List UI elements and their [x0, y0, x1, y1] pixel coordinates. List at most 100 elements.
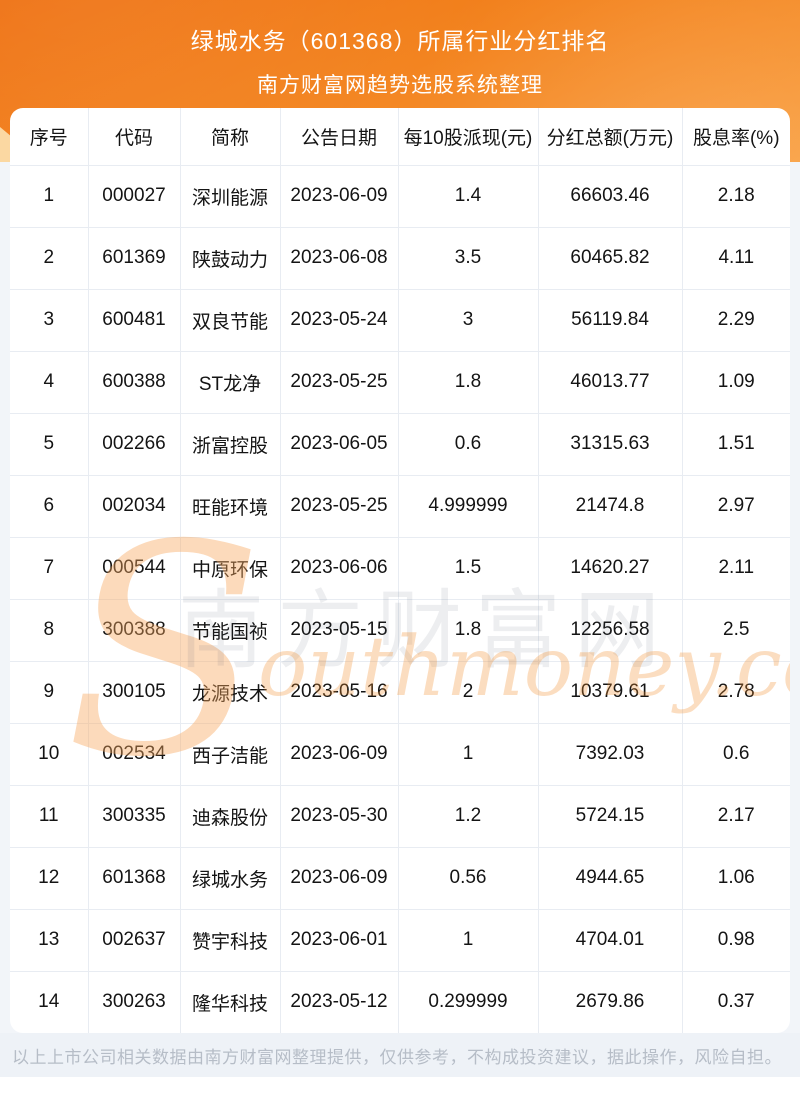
cell-cash-per-10-shares: 4.999999 — [398, 474, 539, 537]
cell-total-dividend: 5724.15 — [538, 784, 683, 847]
cell-name: 西子洁能 — [180, 722, 281, 785]
cell-dividend-yield: 2.78 — [682, 660, 790, 723]
table-row: 12 601368 绿城水务 2023-06-09 0.56 4944.65 1.06 — [10, 846, 790, 909]
cell-index: 9 — [10, 660, 89, 723]
cell-announce-date: 2023-06-09 — [280, 846, 399, 909]
cell-total-dividend: 2679.86 — [538, 970, 683, 1033]
table-row: 8 300388 节能国祯 2023-05-15 1.8 12256.58 2.5 — [10, 598, 790, 661]
cell-code: 000027 — [88, 164, 181, 227]
cell-cash-per-10-shares: 1.4 — [398, 164, 539, 227]
header-row: 序号 代码 简称 公告日期 每10股派现(元) 分红总额(万元) 股息率(%) — [10, 108, 790, 165]
table-header-row: 序号 代码 简称 公告日期 每10股派现(元) 分红总额(万元) 股息率(%) — [10, 108, 790, 165]
cell-total-dividend: 56119.84 — [538, 288, 683, 351]
cell-index: 3 — [10, 288, 89, 351]
table-row: 11 300335 迪森股份 2023-05-30 1.2 5724.15 2.17 — [10, 784, 790, 847]
cell-name: 绿城水务 — [180, 846, 281, 909]
cell-index: 8 — [10, 598, 89, 661]
cell-index: 1 — [10, 164, 89, 227]
cell-dividend-yield: 2.5 — [682, 598, 790, 661]
cell-dividend-yield: 2.97 — [682, 474, 790, 537]
cell-dividend-yield: 1.51 — [682, 412, 790, 475]
table-row: 2 601369 陕鼓动力 2023-06-08 3.5 60465.82 4.11 — [10, 226, 790, 289]
cell-announce-date: 2023-05-12 — [280, 970, 399, 1033]
cell-cash-per-10-shares: 0.299999 — [398, 970, 539, 1033]
cell-announce-date: 2023-05-16 — [280, 660, 399, 723]
cell-code: 300263 — [88, 970, 181, 1033]
cell-dividend-yield: 2.18 — [682, 164, 790, 227]
table-row: 1 000027 深圳能源 2023-06-09 1.4 66603.46 2.18 — [10, 164, 790, 227]
cell-index: 11 — [10, 784, 89, 847]
dividend-table: 序号 代码 简称 公告日期 每10股派现(元) 分红总额(万元) 股息率(%) 1 00002… — [10, 108, 790, 1033]
cell-total-dividend: 14620.27 — [538, 536, 683, 599]
cell-total-dividend: 21474.8 — [538, 474, 683, 537]
cell-code: 300388 — [88, 598, 181, 661]
column-header-index: 序号 — [10, 108, 89, 165]
cell-announce-date: 2023-05-15 — [280, 598, 399, 661]
cell-cash-per-10-shares: 1.8 — [398, 598, 539, 661]
table-row: 4 600388 ST龙净 2023-05-25 1.8 46013.77 1.09 — [10, 350, 790, 413]
column-header-code: 代码 — [88, 108, 181, 165]
table-row: 13 002637 赞宇科技 2023-06-01 1 4704.01 0.98 — [10, 908, 790, 971]
table-row: 7 000544 中原环保 2023-06-06 1.5 14620.27 2.11 — [10, 536, 790, 599]
column-header-total-dividend: 分红总额(万元) — [538, 108, 683, 165]
cell-dividend-yield: 0.6 — [682, 722, 790, 785]
table-row: 14 300263 隆华科技 2023-05-12 0.299999 2679.86 0.3… — [10, 970, 790, 1033]
cell-total-dividend: 66603.46 — [538, 164, 683, 227]
cell-code: 600481 — [88, 288, 181, 351]
cell-cash-per-10-shares: 0.56 — [398, 846, 539, 909]
cell-total-dividend: 60465.82 — [538, 226, 683, 289]
cell-code: 300335 — [88, 784, 181, 847]
cell-cash-per-10-shares: 3.5 — [398, 226, 539, 289]
cell-cash-per-10-shares: 0.6 — [398, 412, 539, 475]
cell-total-dividend: 7392.03 — [538, 722, 683, 785]
cell-cash-per-10-shares: 1.8 — [398, 350, 539, 413]
table-card: 序号 代码 简称 公告日期 每10股派现(元) 分红总额(万元) 股息率(%) 1 00002… — [10, 108, 790, 1033]
cell-announce-date: 2023-06-06 — [280, 536, 399, 599]
disclaimer-band: 以上上市公司相关数据由南方财富网整理提供，仅供参考，不构成投资建议，据此操作，风… — [0, 1033, 800, 1077]
cell-index: 2 — [10, 226, 89, 289]
cell-code: 000544 — [88, 536, 181, 599]
table-row: 3 600481 双良节能 2023-05-24 3 56119.84 2.29 — [10, 288, 790, 351]
cell-total-dividend: 4704.01 — [538, 908, 683, 971]
cell-name: 隆华科技 — [180, 970, 281, 1033]
cell-index: 13 — [10, 908, 89, 971]
cell-name: 浙富控股 — [180, 412, 281, 475]
page-title: 绿城水务（601368）所属行业分红排名 — [190, 28, 610, 54]
cell-code: 002266 — [88, 412, 181, 475]
cell-name: 双良节能 — [180, 288, 281, 351]
cell-name: 龙源技术 — [180, 660, 281, 723]
cell-announce-date: 2023-05-25 — [280, 350, 399, 413]
cell-name: 陕鼓动力 — [180, 226, 281, 289]
column-header-dividend-yield: 股息率(%) — [692, 127, 780, 149]
column-header-announce-date: 公告日期 — [280, 108, 399, 165]
table-row: 9 300105 龙源技术 2023-05-16 2 10379.61 2.78 — [10, 660, 790, 723]
cell-index: 5 — [10, 412, 89, 475]
cell-code: 002534 — [88, 722, 181, 785]
cell-dividend-yield: 2.11 — [682, 536, 790, 599]
cell-index: 4 — [10, 350, 89, 413]
cell-announce-date: 2023-06-01 — [280, 908, 399, 971]
cell-dividend-yield: 2.17 — [682, 784, 790, 847]
cell-dividend-yield: 0.37 — [682, 970, 790, 1033]
cell-name: 中原环保 — [180, 536, 281, 599]
cell-announce-date: 2023-05-30 — [280, 784, 399, 847]
column-header-name: 简称 — [180, 108, 281, 165]
cell-index: 6 — [10, 474, 89, 537]
cell-dividend-yield: 1.09 — [682, 350, 790, 413]
cell-cash-per-10-shares: 1.2 — [398, 784, 539, 847]
cell-name: 迪森股份 — [180, 784, 281, 847]
cell-total-dividend: 31315.63 — [538, 412, 683, 475]
cell-total-dividend: 12256.58 — [538, 598, 683, 661]
cell-total-dividend: 4944.65 — [538, 846, 683, 909]
cell-dividend-yield: 2.29 — [682, 288, 790, 351]
cell-announce-date: 2023-06-08 — [280, 226, 399, 289]
cell-announce-date: 2023-06-09 — [280, 164, 399, 227]
cell-announce-date: 2023-06-05 — [280, 412, 399, 475]
cell-name: 深圳能源 — [180, 164, 281, 227]
cell-cash-per-10-shares: 1 — [398, 722, 539, 785]
cell-total-dividend: 10379.61 — [538, 660, 683, 723]
cell-name: ST龙净 — [180, 350, 281, 413]
cell-name: 赞宇科技 — [180, 908, 281, 971]
cell-cash-per-10-shares: 1.5 — [398, 536, 539, 599]
cell-cash-per-10-shares: 1 — [398, 908, 539, 971]
